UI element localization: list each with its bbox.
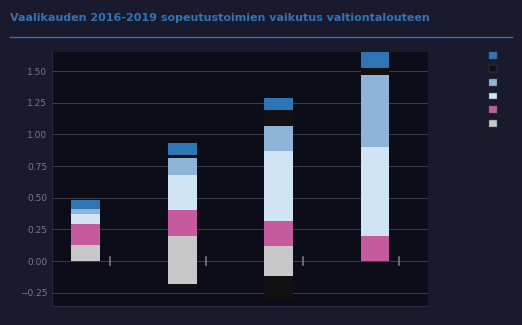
Bar — [361, 52, 389, 69]
Bar — [361, 147, 389, 236]
Bar — [264, 276, 293, 299]
Bar — [264, 221, 293, 246]
Bar — [264, 98, 293, 110]
Bar — [168, 159, 197, 175]
Bar — [72, 224, 100, 245]
Legend: , , , , , : , , , , , — [489, 51, 499, 128]
Text: Vaalikauden 2016-2019 sopeutustoimien vaikutus valtiontalouteen: Vaalikauden 2016-2019 sopeutustoimien va… — [10, 13, 430, 23]
Bar — [168, 175, 197, 211]
Bar — [72, 209, 100, 214]
Bar — [168, 261, 197, 284]
Bar — [72, 200, 100, 209]
Bar — [264, 151, 293, 221]
Bar — [72, 214, 100, 224]
Bar — [168, 143, 197, 155]
Bar — [168, 284, 197, 288]
Bar — [361, 75, 389, 147]
Bar — [168, 211, 197, 236]
Bar — [264, 261, 293, 276]
Bar — [264, 246, 293, 261]
Bar — [168, 155, 197, 159]
Bar — [361, 236, 389, 261]
Bar — [361, 69, 389, 75]
Bar — [264, 110, 293, 125]
Bar — [264, 125, 293, 151]
Bar — [168, 236, 197, 261]
Bar — [72, 245, 100, 261]
